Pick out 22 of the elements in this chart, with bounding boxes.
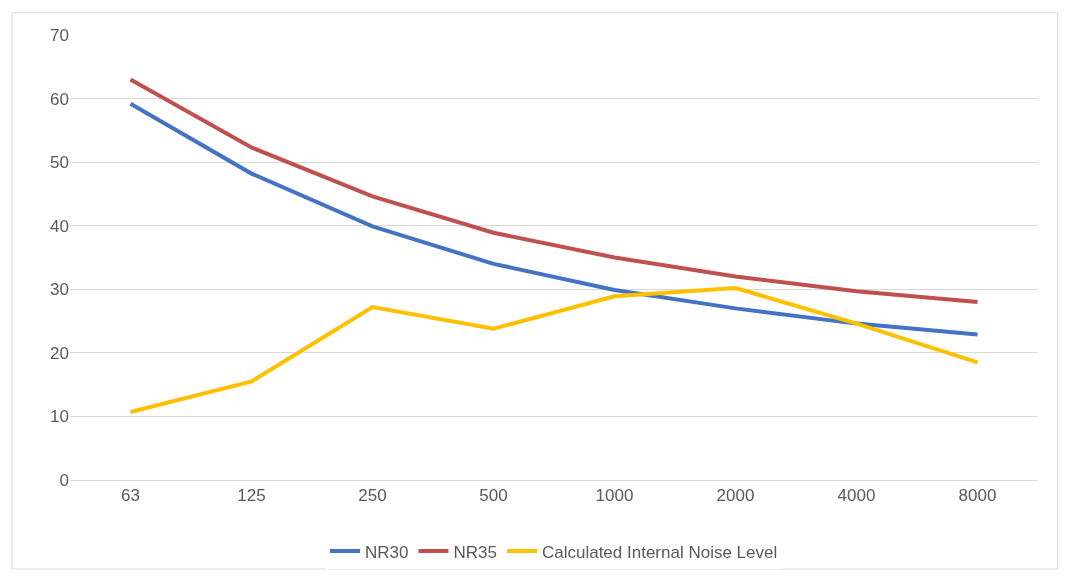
x-tick-label: 125 (237, 486, 266, 506)
y-tick-label: 20 (50, 343, 69, 363)
y-tick-label: 70 (50, 25, 69, 45)
line-series (128, 286, 980, 414)
y-tick-label: 10 (50, 407, 69, 427)
line-series (128, 101, 980, 337)
x-tick-label: 250 (358, 486, 387, 506)
y-tick-label: 60 (50, 89, 69, 109)
x-tick-label: 63 (121, 486, 140, 506)
line-series (128, 77, 980, 304)
x-tick-label: 8000 (958, 486, 997, 506)
y-tick-label: 30 (50, 280, 69, 300)
y-tick-label: 0 (59, 470, 69, 490)
x-tick-label: 4000 (837, 486, 876, 506)
y-tick-label: 40 (50, 216, 69, 236)
legend-label: Calculated Internal Noise Level (541, 542, 778, 562)
x-tick-label: 500 (479, 486, 508, 506)
legend-label: NR30 (365, 542, 409, 562)
y-tick-label: 50 (50, 153, 69, 173)
legend-label: NR35 (453, 542, 497, 562)
x-tick-label: 1000 (595, 486, 634, 506)
x-tick-label: 2000 (716, 486, 755, 506)
